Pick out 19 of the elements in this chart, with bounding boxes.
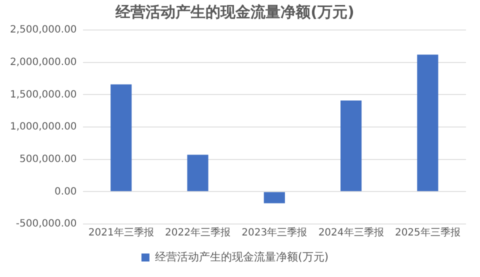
bar <box>340 100 362 192</box>
bar <box>417 54 438 192</box>
x-tick-label: 2022年三季报 <box>165 226 230 239</box>
y-tick-label: 1,000,000.00 <box>10 122 77 133</box>
x-tick-label: 2025年三季报 <box>394 226 460 239</box>
x-tick-label: 2024年三季报 <box>318 226 384 239</box>
y-tick-label: 2,500,000.00 <box>10 24 77 36</box>
y-tick-label: 0.00 <box>54 186 77 198</box>
x-tick-label: 2021年三季报 <box>88 226 154 239</box>
y-tick-label: 1,500,000.00 <box>10 89 77 100</box>
y-tick-label: -500,000.00 <box>16 218 77 230</box>
legend-label: 经营活动产生的现金流量净额(万元) <box>154 250 329 264</box>
y-tick-label: 2,000,000.00 <box>10 56 77 68</box>
y-tick-label: 500,000.00 <box>20 154 77 165</box>
chart-title: 经营活动产生的现金流量净额(万元) <box>114 2 354 21</box>
x-tick-label: 2023年三季报 <box>242 226 308 239</box>
bar <box>264 192 285 204</box>
bar <box>110 84 132 192</box>
bar <box>187 154 208 192</box>
